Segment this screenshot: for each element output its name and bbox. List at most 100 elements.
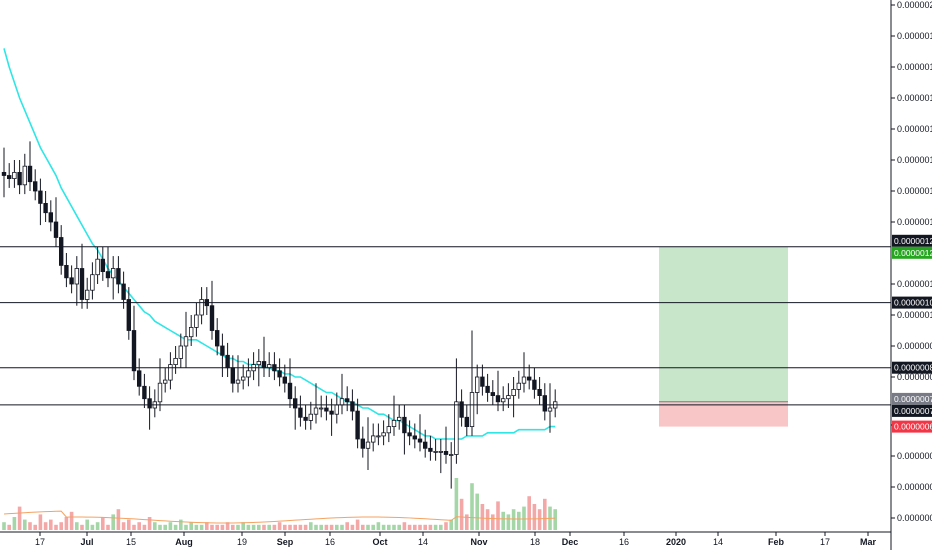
volume-bar <box>23 519 27 530</box>
candle-down <box>303 416 308 421</box>
volume-bar <box>298 524 303 530</box>
candle-down <box>532 379 537 390</box>
volume-bar <box>491 514 495 530</box>
time-tick-label: Feb <box>768 537 785 547</box>
time-tick-label: Mar <box>860 537 877 547</box>
time-tick-label: Aug <box>175 537 193 547</box>
price-axis[interactable]: 0.00000200 0.00000190 0.00000180 0.00000170… <box>890 0 932 550</box>
candle-up <box>12 171 17 179</box>
candle-down <box>490 392 495 396</box>
volume-bar <box>199 524 204 530</box>
volume-bar <box>532 504 537 530</box>
volume-bar <box>111 514 115 530</box>
candle-down <box>459 401 464 418</box>
price-tag-label: 0.00000071 <box>894 406 932 416</box>
volume-bar <box>80 524 84 530</box>
candle-down <box>329 410 334 415</box>
volume-bar <box>329 524 334 530</box>
volume-bar <box>179 519 183 530</box>
time-tick-label: 18 <box>530 537 540 547</box>
time-tick-label: 2020 <box>666 537 686 547</box>
volume-bar <box>127 519 131 530</box>
candle-up <box>318 407 324 410</box>
volume-bar <box>350 524 355 530</box>
volume-bar <box>309 522 313 530</box>
candle-down <box>230 367 235 384</box>
long-position-tool[interactable] <box>659 246 788 427</box>
volume-bar <box>158 524 162 530</box>
price-tags-layer: 0.00000122 0.00000122 0.00000104 0.00000083… <box>892 234 932 433</box>
volume-bar <box>496 501 500 530</box>
volume-bar <box>485 509 490 530</box>
time-tick-label: 16 <box>325 537 335 547</box>
candle-up <box>376 435 381 438</box>
candle-down <box>7 175 12 179</box>
candle-up <box>521 376 527 384</box>
candle-up <box>500 398 506 403</box>
volume-bar <box>319 524 323 530</box>
candle-down <box>142 385 147 400</box>
volume-bar <box>262 524 266 530</box>
time-tick-label: 17 <box>820 537 830 547</box>
horizontal-levels-layer <box>0 246 891 406</box>
volume-bar <box>433 524 438 530</box>
candle-down <box>542 395 547 412</box>
candle-down <box>27 165 33 183</box>
time-tick-label: 15 <box>126 537 136 547</box>
candle-down <box>43 202 48 214</box>
price-tick-label: 0.00000140 <box>897 186 932 196</box>
candle-up <box>194 314 199 328</box>
volume-bar <box>376 522 381 530</box>
time-tick-label: Oct <box>372 537 387 547</box>
volume-bar <box>101 517 105 530</box>
volume-bar <box>116 509 121 530</box>
price-tag-label: 0.00000072 <box>894 394 932 404</box>
volume-bar <box>387 524 391 530</box>
volume-bar <box>59 522 63 530</box>
candle-up <box>474 376 480 393</box>
volume-bar <box>147 517 152 530</box>
volume-bar <box>225 522 230 530</box>
volume-bar <box>17 506 22 530</box>
volume-bar <box>38 514 43 530</box>
candle-down <box>105 271 111 279</box>
volume-bar <box>553 509 557 530</box>
volume-ma-line <box>3 510 556 524</box>
candle-down <box>64 264 69 279</box>
time-tick-label: Dec <box>562 537 579 547</box>
volume-bar <box>345 522 349 530</box>
candle-down <box>131 330 137 372</box>
price-tag <box>892 392 932 405</box>
time-axis[interactable]: 17 Jul 15 Aug 19 Sep 16 Oct 14 Nov 18 Dec 16 2020 14 Fe… <box>0 531 891 547</box>
volume-bar <box>475 493 479 530</box>
volume-bar <box>303 524 308 530</box>
price-tag-label: 0.00000104 <box>894 298 932 308</box>
candle-up <box>506 395 511 400</box>
volume-bar <box>277 522 282 530</box>
time-tick-label: Nov <box>470 537 487 547</box>
volume-bar <box>75 522 79 530</box>
candle-up <box>391 419 397 427</box>
volume-bar <box>465 514 469 530</box>
candle-down <box>59 237 64 266</box>
price-tag <box>892 234 932 247</box>
candle-down <box>407 432 412 437</box>
volume-bar <box>173 524 178 530</box>
candle-up <box>516 382 521 390</box>
volume-bar <box>361 524 365 530</box>
price-tag <box>892 296 932 309</box>
volume-bar <box>366 524 370 530</box>
volume-bar <box>85 519 89 530</box>
price-tick-label: 0.00000110 <box>897 279 932 289</box>
volume-bar <box>293 524 297 530</box>
volume-bar <box>210 524 214 530</box>
volume-bar <box>459 498 464 530</box>
candle-up <box>168 364 173 381</box>
candle-down <box>277 370 282 378</box>
candle-down <box>485 385 490 393</box>
volume-bar <box>402 522 407 530</box>
candle-up <box>313 407 319 415</box>
candle-down <box>537 388 542 396</box>
